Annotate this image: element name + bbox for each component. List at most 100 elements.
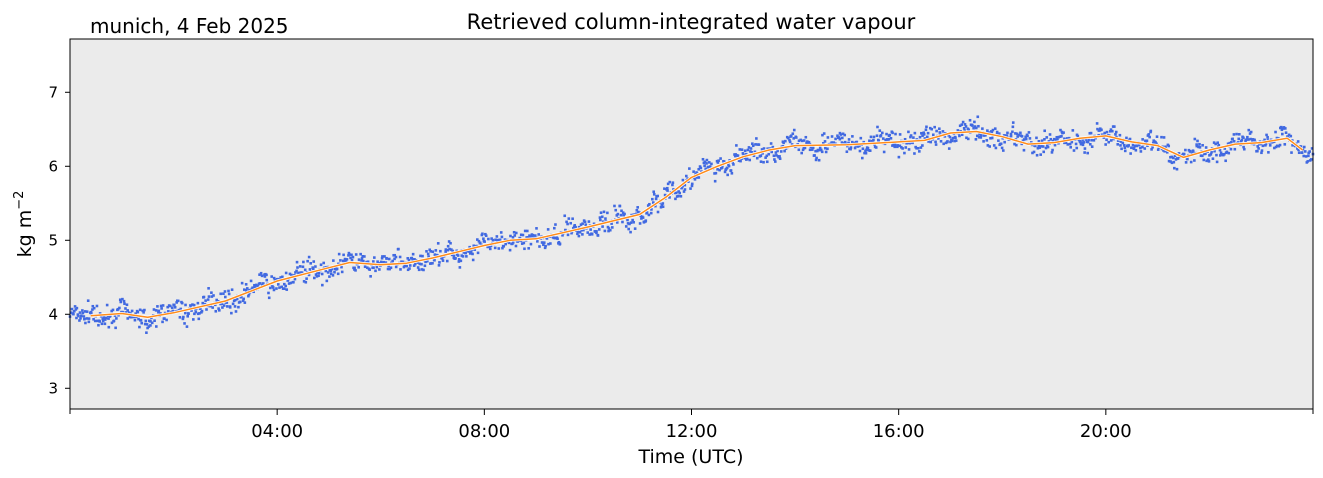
scatter-point (956, 129, 960, 132)
scatter-point (126, 317, 130, 320)
scatter-point (167, 310, 170, 313)
scatter-point (878, 129, 882, 132)
scatter-point (379, 260, 383, 264)
scatter-point (353, 266, 356, 270)
scatter-point (1223, 152, 1226, 156)
scatter-point (398, 255, 402, 259)
scatter-point (1169, 155, 1172, 159)
scatter-point (140, 321, 143, 325)
scatter-point (1299, 145, 1303, 148)
scatter-point (966, 137, 970, 141)
scatter-point (207, 295, 211, 298)
scatter-point (600, 215, 604, 219)
scatter-point (380, 256, 384, 260)
scatter-point (1006, 131, 1009, 135)
scatter-point (1020, 142, 1024, 146)
scatter-point (993, 127, 997, 130)
scatter-point (1237, 141, 1240, 144)
scatter-point (542, 243, 545, 247)
scatter-point (393, 253, 397, 257)
scatter-point (767, 152, 771, 156)
scatter-point (411, 258, 414, 261)
scatter-point (1009, 134, 1013, 138)
y-tick-label: 5 (48, 231, 58, 249)
scatter-point (1224, 159, 1227, 163)
scatter-point (1042, 150, 1046, 154)
scatter-point (913, 131, 917, 135)
scatter-point (260, 283, 264, 287)
scatter-point (484, 232, 487, 236)
scatter-point (759, 160, 763, 163)
scatter-point (678, 191, 682, 195)
scatter-point (507, 241, 511, 245)
scatter-point (925, 135, 929, 139)
scatter-point (982, 134, 986, 137)
scatter-point (128, 315, 132, 319)
scatter-point (336, 272, 340, 276)
scatter-point (1287, 133, 1291, 137)
scatter-point (1108, 129, 1112, 133)
scatter-point (408, 267, 411, 270)
scatter-point (171, 309, 175, 313)
scatter-point (1175, 167, 1179, 171)
scatter-point (919, 146, 923, 149)
scatter-point (317, 271, 321, 275)
scatter-point (1211, 157, 1215, 160)
scatter-point (284, 271, 288, 275)
scatter-point (542, 241, 546, 244)
scatter-point (440, 257, 444, 260)
scatter-point (210, 295, 214, 298)
scatter-point (813, 154, 816, 157)
scatter-point (491, 238, 495, 242)
scatter-point (847, 138, 851, 141)
scatter-point (1048, 133, 1052, 136)
scatter-point (119, 300, 123, 304)
scatter-point (773, 158, 776, 161)
scatter-point (527, 247, 530, 250)
scatter-point (495, 235, 499, 238)
scatter-point (1145, 139, 1149, 143)
scatter-point (566, 233, 570, 237)
scatter-point (1050, 151, 1054, 154)
scatter-point (1143, 147, 1147, 150)
scatter-point (771, 145, 775, 149)
scatter-point (417, 268, 421, 272)
scatter-point (759, 154, 763, 157)
scatter-point (359, 252, 362, 256)
scatter-point (397, 247, 400, 251)
scatter-point (302, 260, 305, 264)
scatter-point (723, 170, 727, 174)
scatter-point (512, 230, 516, 234)
scatter-point (514, 244, 518, 248)
scatter-point (841, 132, 845, 136)
scatter-point (166, 305, 169, 309)
scatter-point (819, 148, 823, 152)
scatter-point (661, 205, 665, 209)
scatter-point (280, 285, 284, 289)
scatter-point (616, 212, 620, 216)
scatter-point (349, 256, 352, 260)
scatter-point (761, 152, 764, 155)
scatter-point (741, 152, 745, 155)
scatter-point (490, 237, 493, 240)
scatter-point (947, 134, 950, 137)
scatter-point (330, 267, 334, 271)
scatter-point (69, 311, 73, 314)
scatter-point (277, 283, 280, 286)
x-tick-label: 16:00 (873, 421, 925, 442)
scatter-point (1198, 146, 1202, 149)
scatter-point (1080, 141, 1084, 145)
scatter-point (245, 287, 249, 290)
scatter-point (909, 135, 912, 139)
scatter-point (960, 123, 964, 126)
scatter-point (719, 157, 722, 160)
x-tick-label: 08:00 (458, 421, 510, 442)
scatter-point (110, 321, 114, 325)
scatter-point (797, 148, 801, 152)
scatter-point (1135, 144, 1139, 148)
scatter-point (457, 258, 461, 261)
scatter-point (1045, 136, 1049, 139)
scatter-point (1022, 138, 1026, 141)
scatter-point (858, 149, 862, 153)
